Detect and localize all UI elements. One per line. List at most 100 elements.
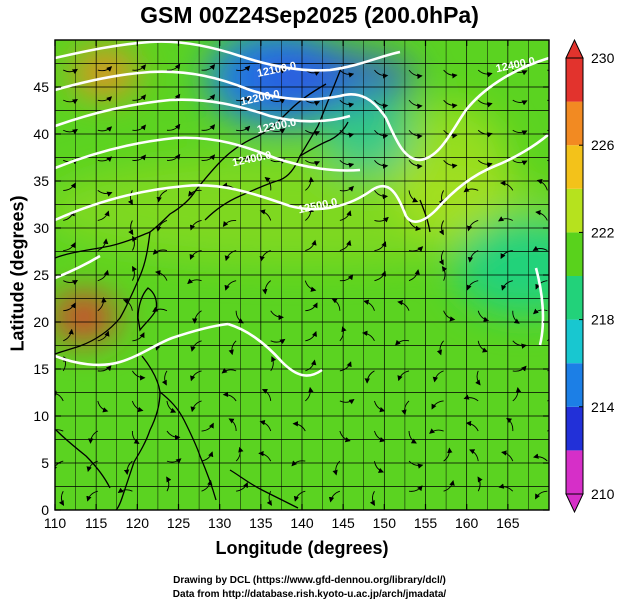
colorbar-top-triangle bbox=[565, 38, 584, 59]
streamline bbox=[339, 69, 355, 78]
streamline bbox=[166, 400, 177, 413]
streamline bbox=[535, 490, 548, 500]
streamline bbox=[512, 129, 528, 136]
streamline bbox=[463, 394, 479, 402]
streamline bbox=[166, 153, 181, 161]
streamline bbox=[477, 310, 490, 322]
streamline bbox=[512, 99, 528, 106]
streamline bbox=[189, 220, 202, 231]
streamline bbox=[477, 69, 493, 78]
streamline bbox=[305, 239, 317, 251]
temp-feature-0 bbox=[72, 50, 137, 96]
streamline bbox=[374, 129, 389, 139]
streamline bbox=[270, 68, 286, 74]
streamline bbox=[132, 94, 147, 101]
colorbar-tick-label: 230 bbox=[591, 50, 615, 66]
streamline bbox=[293, 490, 306, 502]
streamline bbox=[408, 269, 420, 282]
streamline bbox=[63, 328, 74, 342]
streamline bbox=[97, 330, 110, 342]
streamline bbox=[467, 250, 479, 263]
streamline bbox=[443, 160, 458, 169]
streamline bbox=[304, 280, 317, 292]
y-tick-label: 35 bbox=[33, 173, 49, 189]
streamline bbox=[532, 245, 548, 251]
streamline bbox=[201, 154, 216, 161]
streamline bbox=[97, 190, 113, 197]
streamline bbox=[132, 124, 147, 131]
streamline bbox=[63, 129, 78, 135]
x-tick-label: 125 bbox=[167, 515, 191, 531]
streamline bbox=[201, 451, 214, 462]
streamline bbox=[259, 419, 272, 432]
streamline bbox=[408, 190, 419, 203]
x-tick-label: 115 bbox=[85, 515, 108, 531]
streamline bbox=[429, 428, 444, 434]
streamline bbox=[432, 370, 444, 383]
streamline bbox=[408, 460, 424, 469]
streamline bbox=[270, 98, 286, 104]
streamline bbox=[443, 69, 458, 79]
streamline bbox=[339, 99, 355, 108]
streamline bbox=[86, 460, 98, 473]
streamline bbox=[533, 453, 548, 462]
colorbar-segment bbox=[566, 188, 583, 233]
streamline bbox=[63, 279, 79, 286]
streamline bbox=[201, 479, 213, 492]
streamline bbox=[270, 338, 286, 345]
streamline bbox=[236, 125, 251, 132]
streamline bbox=[374, 69, 389, 79]
streamline bbox=[166, 123, 181, 131]
streamline bbox=[512, 159, 528, 166]
streamline bbox=[466, 220, 479, 232]
streamline bbox=[408, 431, 417, 444]
y-tick-label: 45 bbox=[33, 79, 49, 95]
y-tick-label: 25 bbox=[33, 267, 49, 283]
streamline bbox=[436, 340, 444, 356]
y-tick-label: 5 bbox=[41, 455, 49, 471]
streamline bbox=[364, 370, 375, 384]
streamline bbox=[166, 63, 181, 71]
streamline bbox=[117, 487, 133, 494]
streamline bbox=[86, 490, 98, 502]
streamline bbox=[328, 490, 341, 503]
colorbar: 230 226 222 218 214 210 bbox=[565, 38, 615, 514]
streamline bbox=[374, 430, 386, 443]
streamline bbox=[431, 400, 444, 410]
streamline bbox=[236, 65, 251, 72]
streamline bbox=[122, 298, 133, 311]
streamline bbox=[188, 189, 202, 197]
streamline bbox=[512, 69, 528, 76]
wind-streamlines bbox=[55, 63, 549, 506]
streamline bbox=[374, 461, 385, 473]
streamline bbox=[361, 330, 375, 342]
streamline bbox=[441, 265, 448, 281]
y-tick-label: 15 bbox=[33, 361, 49, 377]
streamline bbox=[332, 460, 341, 476]
y-axis-ticks: 0 5 10 15 20 25 30 35 40 45 bbox=[33, 79, 549, 518]
streamline bbox=[477, 476, 483, 492]
streamline bbox=[87, 430, 99, 444]
streamline bbox=[443, 447, 453, 462]
streamline bbox=[477, 99, 493, 108]
streamline bbox=[339, 398, 355, 405]
streamline bbox=[408, 220, 422, 232]
streamline bbox=[270, 310, 284, 321]
streamline bbox=[443, 99, 458, 109]
streamline bbox=[305, 302, 318, 312]
streamline bbox=[469, 449, 479, 462]
streamline bbox=[270, 356, 277, 372]
streamline bbox=[187, 278, 202, 285]
streamline bbox=[97, 297, 107, 312]
colorbar-segment bbox=[566, 319, 583, 364]
streamline bbox=[221, 367, 237, 374]
colorbar-bottom-triangle bbox=[565, 493, 584, 514]
streamline bbox=[397, 370, 410, 382]
colorbar-segment bbox=[566, 406, 583, 451]
streamline bbox=[166, 458, 182, 464]
streamline bbox=[201, 422, 214, 432]
streamline bbox=[132, 332, 145, 342]
streamline bbox=[266, 490, 272, 506]
streamline bbox=[369, 490, 375, 506]
